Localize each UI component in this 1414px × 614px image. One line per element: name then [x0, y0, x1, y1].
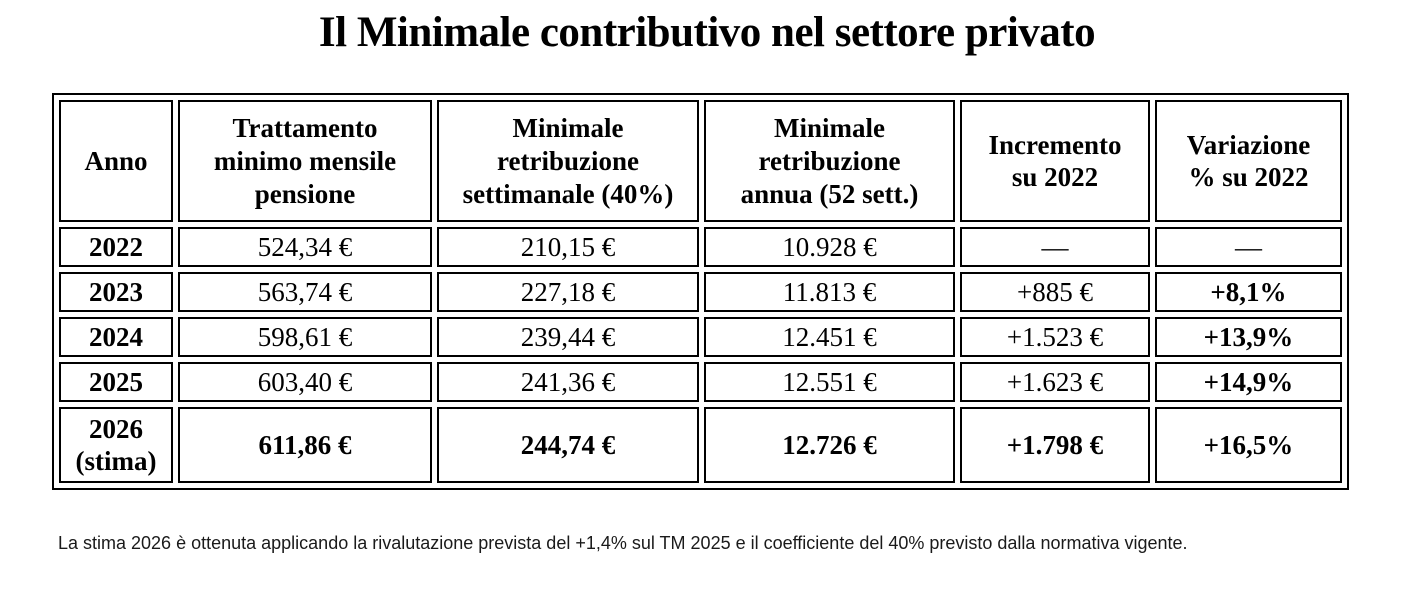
trattamento-cell: 603,40 €	[178, 362, 432, 403]
settimanale-cell: 244,74 €	[437, 407, 699, 484]
variazione-cell: +13,9%	[1155, 317, 1342, 358]
trattamento-cell: 611,86 €	[178, 407, 432, 484]
table-header: Anno Trattamento minimo mensile pensione…	[59, 100, 1342, 223]
annua-cell: 10.928 €	[704, 227, 955, 268]
annua-cell: 11.813 €	[704, 272, 955, 313]
settimanale-cell: 241,36 €	[437, 362, 699, 403]
year-cell: 2024	[59, 317, 173, 358]
variazione-cell: +16,5%	[1155, 407, 1342, 484]
variazione-cell: —	[1155, 227, 1342, 268]
header-incremento: Incremento su 2022	[960, 100, 1150, 223]
variazione-cell: +14,9%	[1155, 362, 1342, 403]
trattamento-cell: 598,61 €	[178, 317, 432, 358]
year-cell: 2023	[59, 272, 173, 313]
table-row-2024: 2024 598,61 € 239,44 € 12.451 € +1.523 €…	[59, 317, 1342, 358]
footnote-text: La stima 2026 è ottenuta applicando la r…	[58, 533, 1188, 554]
annua-cell: 12.726 €	[704, 407, 955, 484]
table-row-2026-stima: 2026 (stima) 611,86 € 244,74 € 12.726 € …	[59, 407, 1342, 484]
trattamento-cell: 524,34 €	[178, 227, 432, 268]
table-row-2022: 2022 524,34 € 210,15 € 10.928 € — —	[59, 227, 1342, 268]
incremento-cell: +1.798 €	[960, 407, 1150, 484]
header-variazione: Variazione % su 2022	[1155, 100, 1342, 223]
year-cell: 2022	[59, 227, 173, 268]
year-cell: 2025	[59, 362, 173, 403]
table-row-2023: 2023 563,74 € 227,18 € 11.813 € +885 € +…	[59, 272, 1342, 313]
incremento-cell: +1.523 €	[960, 317, 1150, 358]
year-cell: 2026 (stima)	[59, 407, 173, 484]
header-anno: Anno	[59, 100, 173, 223]
header-minimale-annua: Minimale retribuzione annua (52 sett.)	[704, 100, 955, 223]
header-row: Anno Trattamento minimo mensile pensione…	[59, 100, 1342, 223]
settimanale-cell: 227,18 €	[437, 272, 699, 313]
annua-cell: 12.551 €	[704, 362, 955, 403]
incremento-cell: +1.623 €	[960, 362, 1150, 403]
table-row-2025: 2025 603,40 € 241,36 € 12.551 € +1.623 €…	[59, 362, 1342, 403]
contribution-minimum-table: Anno Trattamento minimo mensile pensione…	[52, 93, 1349, 491]
annua-cell: 12.451 €	[704, 317, 955, 358]
incremento-cell: —	[960, 227, 1150, 268]
trattamento-cell: 563,74 €	[178, 272, 432, 313]
incremento-cell: +885 €	[960, 272, 1150, 313]
variazione-cell: +8,1%	[1155, 272, 1342, 313]
settimanale-cell: 239,44 €	[437, 317, 699, 358]
page-title: Il Minimale contributivo nel settore pri…	[318, 9, 1096, 56]
settimanale-cell: 210,15 €	[437, 227, 699, 268]
table-body: 2022 524,34 € 210,15 € 10.928 € — — 2023…	[59, 227, 1342, 484]
header-trattamento-minimo: Trattamento minimo mensile pensione	[178, 100, 432, 223]
header-minimale-settimanale: Minimale retribuzione settimanale (40%)	[437, 100, 699, 223]
